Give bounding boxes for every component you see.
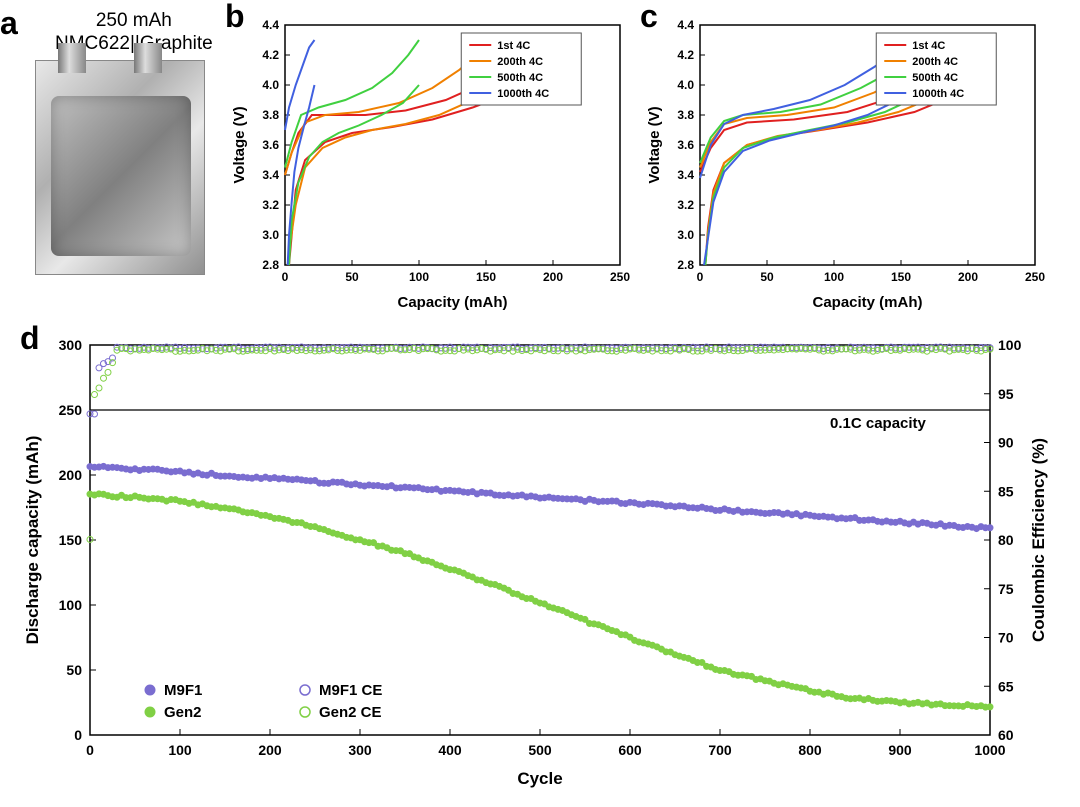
svg-text:1000: 1000 bbox=[974, 742, 1005, 758]
svg-text:3.8: 3.8 bbox=[677, 108, 694, 122]
title-line1: 250 mAh bbox=[96, 10, 172, 31]
svg-text:4.4: 4.4 bbox=[677, 18, 694, 32]
svg-text:4.4: 4.4 bbox=[262, 18, 279, 32]
svg-text:800: 800 bbox=[798, 742, 822, 758]
svg-text:200th 4C: 200th 4C bbox=[912, 56, 958, 68]
svg-text:400: 400 bbox=[438, 742, 462, 758]
svg-text:Cycle: Cycle bbox=[517, 769, 562, 788]
svg-text:200th 4C: 200th 4C bbox=[497, 56, 543, 68]
svg-text:4.2: 4.2 bbox=[262, 48, 279, 62]
panel-d-chart: 0 100 200 300 400 500 600 700 800 900 1000 0 50 100 15… bbox=[20, 335, 1060, 790]
svg-text:200: 200 bbox=[59, 467, 83, 483]
panel-a: 250 mAh NMC622||Graphite bbox=[0, 5, 215, 285]
svg-text:250: 250 bbox=[610, 270, 630, 284]
svg-text:50: 50 bbox=[345, 270, 359, 284]
svg-text:500th 4C: 500th 4C bbox=[912, 72, 958, 84]
pouch-cell-photo bbox=[35, 60, 205, 275]
svg-text:300: 300 bbox=[348, 742, 372, 758]
svg-text:0: 0 bbox=[697, 270, 704, 284]
svg-text:75: 75 bbox=[998, 581, 1014, 597]
svg-text:4.2: 4.2 bbox=[677, 48, 694, 62]
svg-text:0.1C capacity: 0.1C capacity bbox=[830, 415, 927, 432]
svg-text:150: 150 bbox=[891, 270, 911, 284]
svg-text:1st 4C: 1st 4C bbox=[912, 40, 945, 52]
svg-text:100: 100 bbox=[998, 337, 1022, 353]
svg-text:Capacity (mAh): Capacity (mAh) bbox=[812, 294, 922, 311]
svg-text:70: 70 bbox=[998, 630, 1014, 646]
svg-text:3.8: 3.8 bbox=[262, 108, 279, 122]
svg-text:50: 50 bbox=[760, 270, 774, 284]
svg-text:200: 200 bbox=[258, 742, 282, 758]
svg-text:Voltage (V): Voltage (V) bbox=[231, 106, 248, 183]
svg-text:65: 65 bbox=[998, 678, 1014, 694]
svg-text:150: 150 bbox=[59, 532, 83, 548]
panel-b-chart: 0 50 100 150 200 250 2.8 3.0 3.2 3.4 3.6 3.8 4.0 4.2 4… bbox=[230, 15, 630, 315]
svg-text:Voltage (V): Voltage (V) bbox=[646, 106, 663, 183]
svg-text:500th 4C: 500th 4C bbox=[497, 72, 543, 84]
svg-text:1000th 4C: 1000th 4C bbox=[912, 88, 964, 100]
svg-text:200: 200 bbox=[958, 270, 978, 284]
svg-text:3.4: 3.4 bbox=[262, 168, 279, 182]
svg-text:500: 500 bbox=[528, 742, 552, 758]
svg-text:250: 250 bbox=[1025, 270, 1045, 284]
svg-text:Capacity (mAh): Capacity (mAh) bbox=[397, 294, 507, 311]
svg-text:3.2: 3.2 bbox=[262, 198, 279, 212]
svg-text:3.6: 3.6 bbox=[262, 138, 279, 152]
svg-text:90: 90 bbox=[998, 435, 1014, 451]
svg-text:3.6: 3.6 bbox=[677, 138, 694, 152]
svg-text:100: 100 bbox=[824, 270, 844, 284]
svg-text:2.8: 2.8 bbox=[677, 258, 694, 272]
svg-text:0: 0 bbox=[282, 270, 289, 284]
svg-text:0: 0 bbox=[86, 742, 94, 758]
svg-text:4.0: 4.0 bbox=[677, 78, 694, 92]
svg-text:200: 200 bbox=[543, 270, 563, 284]
svg-text:700: 700 bbox=[708, 742, 732, 758]
svg-text:100: 100 bbox=[409, 270, 429, 284]
panel-c-chart: 0 50 100 150 200 250 2.8 3.0 3.2 3.4 3.6 3.8 4.0 4.2 4… bbox=[645, 15, 1045, 315]
svg-text:50: 50 bbox=[66, 662, 82, 678]
svg-text:85: 85 bbox=[998, 483, 1014, 499]
svg-text:150: 150 bbox=[476, 270, 496, 284]
svg-text:60: 60 bbox=[998, 727, 1014, 743]
svg-text:3.2: 3.2 bbox=[677, 198, 694, 212]
svg-text:100: 100 bbox=[168, 742, 192, 758]
svg-text:600: 600 bbox=[618, 742, 642, 758]
svg-text:300: 300 bbox=[59, 337, 83, 353]
svg-text:900: 900 bbox=[888, 742, 912, 758]
svg-text:1st 4C: 1st 4C bbox=[497, 40, 530, 52]
svg-text:100: 100 bbox=[59, 597, 83, 613]
svg-text:M9F1: M9F1 bbox=[164, 682, 202, 699]
svg-text:2.8: 2.8 bbox=[262, 258, 279, 272]
svg-text:0: 0 bbox=[74, 727, 82, 743]
svg-text:Coulombic Efficiency (%): Coulombic Efficiency (%) bbox=[1029, 438, 1048, 642]
svg-text:4.0: 4.0 bbox=[262, 78, 279, 92]
svg-text:Gen2: Gen2 bbox=[164, 704, 202, 721]
svg-text:3.0: 3.0 bbox=[262, 228, 279, 242]
svg-text:3.0: 3.0 bbox=[677, 228, 694, 242]
svg-text:3.4: 3.4 bbox=[677, 168, 694, 182]
svg-text:Gen2 CE: Gen2 CE bbox=[319, 704, 382, 721]
svg-text:Discharge capacity (mAh): Discharge capacity (mAh) bbox=[23, 436, 42, 645]
svg-text:95: 95 bbox=[998, 386, 1014, 402]
svg-text:250: 250 bbox=[59, 402, 83, 418]
svg-text:1000th 4C: 1000th 4C bbox=[497, 88, 549, 100]
figure-container: a 250 mAh NMC622||Graphite b 05010015020… bbox=[0, 0, 1080, 807]
svg-text:M9F1 CE: M9F1 CE bbox=[319, 682, 382, 699]
svg-text:80: 80 bbox=[998, 532, 1014, 548]
